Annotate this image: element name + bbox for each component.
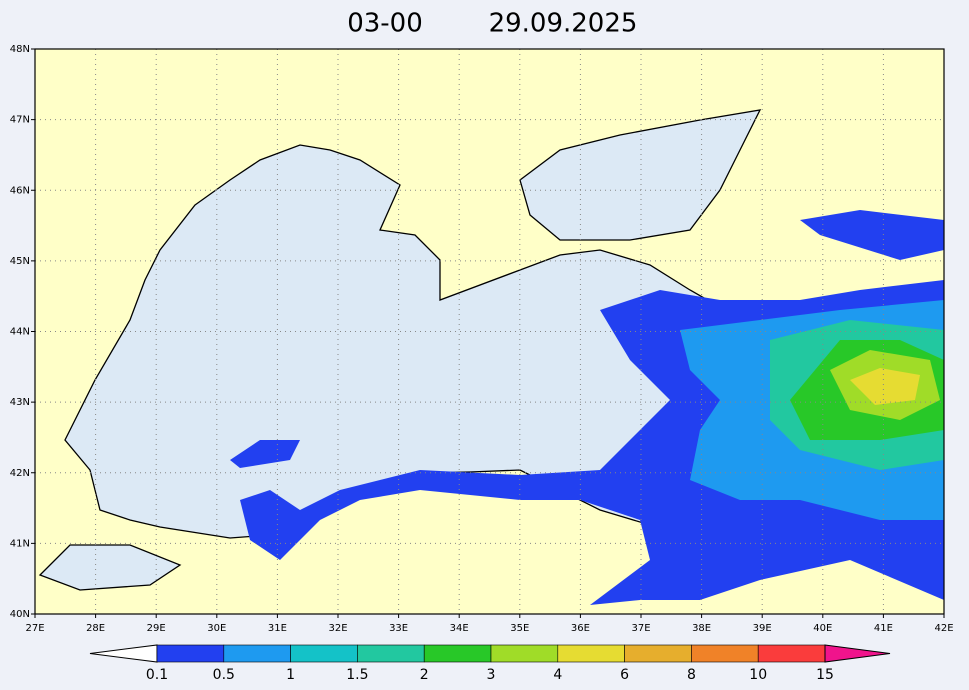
lon-label: 34E	[450, 623, 469, 634]
lon-label: 35E	[510, 623, 529, 634]
lon-label: 28E	[86, 623, 105, 634]
colorbar-box	[423, 644, 492, 663]
lat-label: 47N	[10, 115, 30, 126]
lon-label: 30E	[207, 623, 226, 634]
lat-label: 41N	[10, 538, 30, 549]
axis-labels: 48N 47N 46N 45N 44N 43N 42N 41N 40N 27E 28E 29E 30E 3…	[10, 44, 954, 634]
colorbar: 0.1 0.5 1 1.5 2 3 4 6 8 10 15	[89, 644, 891, 683]
lon-label: 32E	[328, 623, 347, 634]
colorbar-box	[490, 644, 559, 663]
lon-label: 40E	[813, 623, 832, 634]
lon-label: 33E	[389, 623, 408, 634]
colorbar-box	[691, 644, 759, 663]
colorbar-box	[357, 644, 425, 663]
lat-label: 40N	[10, 609, 30, 620]
colorbar-label: 0.1	[146, 667, 168, 683]
lon-label: 37E	[631, 623, 650, 634]
precip-area	[850, 368, 920, 405]
precip-area	[230, 210, 944, 468]
colorbar-label: 1.5	[346, 667, 368, 683]
sea-of-marmara	[38, 544, 182, 591]
lon-label: 36E	[571, 623, 590, 634]
sea-of-azov	[519, 109, 762, 241]
lon-label: 42E	[934, 623, 953, 634]
lon-label: 38E	[692, 623, 711, 634]
colorbar-box	[290, 644, 358, 663]
lon-label: 31E	[268, 623, 287, 634]
lat-label: 45N	[10, 256, 30, 267]
colorbar-label: 0.5	[213, 667, 235, 683]
lat-label: 43N	[10, 397, 30, 408]
colorbar-box	[156, 644, 225, 663]
lat-label: 46N	[10, 185, 30, 196]
precipitation	[230, 210, 944, 605]
title-date: 29.09.2025	[489, 9, 638, 39]
colorbar-label: 6	[620, 667, 629, 683]
colorbar-label: 8	[687, 667, 696, 683]
lat-label: 48N	[10, 44, 30, 55]
lat-label: 42N	[10, 468, 30, 479]
lon-label: 39E	[753, 623, 772, 634]
title-time: 03-00	[347, 9, 423, 39]
colorbar-over	[824, 644, 891, 663]
colorbar-box	[557, 644, 625, 663]
colorbar-box	[624, 644, 692, 663]
colorbar-label: 10	[749, 667, 767, 683]
lon-label: 41E	[874, 623, 893, 634]
colorbar-label: 3	[487, 667, 496, 683]
lat-label: 44N	[10, 327, 30, 338]
colorbar-label: 15	[816, 667, 834, 683]
colorbar-box	[223, 644, 291, 663]
colorbar-label: 2	[420, 667, 429, 683]
lon-label: 29E	[147, 623, 166, 634]
colorbar-label: 1	[286, 667, 295, 683]
colorbar-box	[757, 644, 826, 663]
colorbar-label: 4	[553, 667, 562, 683]
graticule	[35, 49, 944, 614]
lon-label: 27E	[25, 623, 44, 634]
